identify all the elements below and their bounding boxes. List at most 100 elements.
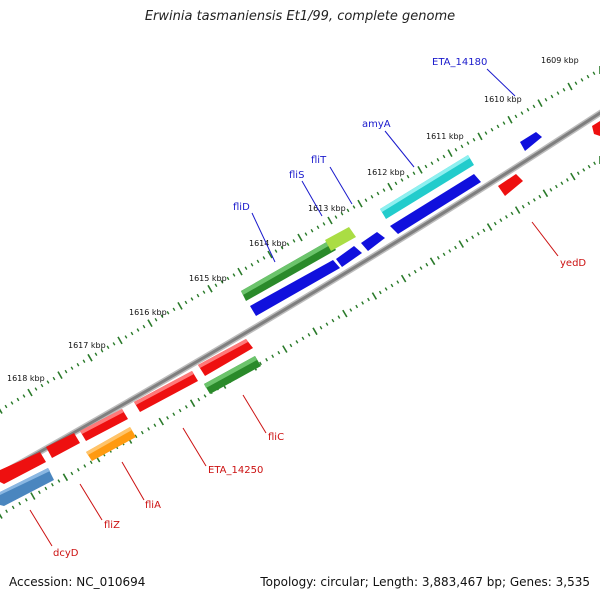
ruler-minor-tick xyxy=(232,273,236,277)
ruler-minor-tick xyxy=(142,324,146,329)
gene-fliA[interactable] xyxy=(86,427,136,461)
gene-label-fliA: fliA xyxy=(145,500,161,511)
reverse-genes xyxy=(0,174,523,506)
accession-text: Accession: NC_010694 xyxy=(9,575,146,589)
ruler-minor-tick xyxy=(112,342,116,346)
ruler-major-tick xyxy=(429,257,436,266)
forward-genes xyxy=(241,121,600,316)
ruler-label: 1610 kbp xyxy=(484,95,522,104)
ruler-minor-tick xyxy=(436,158,440,162)
ruler-minor-tick xyxy=(394,181,398,186)
ruler-minor-tick xyxy=(510,211,514,216)
ruler-minor-tick xyxy=(226,276,230,281)
ruler-minor-tick xyxy=(5,509,9,513)
ruler-minor-tick xyxy=(408,273,411,277)
ruler-minor-tick xyxy=(521,204,525,209)
gene-fliT-arrow[interactable] xyxy=(361,232,385,251)
ruler-major-tick xyxy=(57,371,63,379)
ruler-minor-tick xyxy=(532,198,536,202)
gene-label-fliC: fliC xyxy=(268,432,284,443)
ruler-label: 1609 kbp xyxy=(541,56,579,65)
ruler-minor-tick xyxy=(499,218,503,222)
ruler-minor-tick xyxy=(580,78,584,82)
ruler-minor-tick xyxy=(582,168,586,172)
ruler-minor-tick xyxy=(436,256,440,260)
ruler-label: 1613 kbp xyxy=(308,204,346,213)
ruler-minor-tick xyxy=(390,283,394,288)
ruler-minor-tick xyxy=(490,127,494,132)
ruler-label: 1614 kbp xyxy=(249,239,287,248)
ruler-minor-tick xyxy=(259,361,262,366)
gene-blue-forward-1[interactable] xyxy=(390,174,481,234)
ruler-minor-tick xyxy=(316,225,320,230)
gene-yedD[interactable] xyxy=(498,174,523,196)
ruler-minor-tick xyxy=(304,232,308,236)
gene-blue-forward-2[interactable] xyxy=(250,260,340,316)
ruler-minor-tick xyxy=(124,335,128,339)
ruler-minor-tick xyxy=(76,362,80,367)
gene-red-fliC-upper[interactable] xyxy=(198,339,253,376)
ruler-minor-tick xyxy=(352,205,356,209)
ruler-minor-tick xyxy=(466,141,470,145)
ruler-minor-tick xyxy=(565,178,569,182)
ruler-minor-tick xyxy=(271,354,275,358)
ruler-minor-tick xyxy=(325,322,329,326)
ruler-minor-tick xyxy=(4,404,8,409)
ruler-minor-tick xyxy=(484,131,488,135)
ruler-minor-tick xyxy=(396,280,400,284)
ruler-minor-tick xyxy=(46,380,50,384)
ruler-minor-tick xyxy=(70,471,74,476)
ruler-major-tick xyxy=(147,319,153,328)
ruler-minor-tick xyxy=(538,194,542,199)
ruler-minor-tick xyxy=(560,181,564,185)
ruler-major-tick xyxy=(486,223,493,231)
ruler-minor-tick xyxy=(202,290,206,294)
ruler-minor-tick xyxy=(384,287,388,291)
ruler-minor-tick xyxy=(106,345,110,350)
ruler-minor-tick xyxy=(166,311,170,315)
ruler-major-tick xyxy=(62,473,69,482)
gene-fliS[interactable] xyxy=(325,227,356,251)
ruler-minor-tick xyxy=(544,98,548,102)
gene-highlight xyxy=(204,356,257,388)
ruler-minor-tick xyxy=(454,245,457,250)
ruler-minor-tick xyxy=(349,308,353,312)
ruler-minor-tick xyxy=(44,486,48,491)
ruler-minor-tick xyxy=(196,293,200,298)
ruler-minor-tick xyxy=(274,249,278,253)
ruler-major-tick xyxy=(27,388,33,397)
gene-amyA[interactable] xyxy=(380,155,474,219)
ruler-major-tick xyxy=(400,274,407,283)
ruler-minor-tick xyxy=(526,107,530,112)
ruler-minor-tick xyxy=(277,350,281,355)
gene-red-edge[interactable] xyxy=(592,121,600,136)
ruler-minor-tick xyxy=(64,369,68,374)
ruler-minor-tick xyxy=(430,161,434,165)
ruler-major-tick xyxy=(327,216,333,225)
ruler-minor-tick xyxy=(184,405,188,409)
ruler-minor-tick xyxy=(554,184,558,189)
gene-dcyD[interactable] xyxy=(0,468,54,506)
ruler-minor-tick xyxy=(295,340,299,344)
ruler-minor-tick xyxy=(83,464,87,468)
ruler-minor-tick xyxy=(337,315,341,319)
gene-fliS-arrow[interactable] xyxy=(336,246,362,267)
ruler-minor-tick xyxy=(57,479,61,483)
gene-ETA_14180[interactable] xyxy=(520,132,542,151)
ruler-minor-tick xyxy=(586,74,590,79)
gene-red-left[interactable] xyxy=(0,452,46,484)
ruler-minor-tick xyxy=(172,412,176,416)
ruler-minor-tick xyxy=(406,174,410,179)
ruler-major-tick xyxy=(417,166,423,174)
ruler-minor-tick xyxy=(340,212,344,216)
ruler-minor-tick xyxy=(76,468,80,472)
ruler-minor-tick xyxy=(592,71,596,76)
gene-fliZ[interactable] xyxy=(46,433,80,458)
gene-ETA_14250[interactable] xyxy=(134,371,198,412)
ruler-minor-tick xyxy=(310,228,314,233)
ruler-major-tick xyxy=(371,292,378,300)
ruler-minor-tick xyxy=(502,121,506,125)
ruler-major-tick xyxy=(458,240,464,248)
gene-red-3[interactable] xyxy=(80,409,128,441)
ruler-major-tick xyxy=(477,132,483,141)
